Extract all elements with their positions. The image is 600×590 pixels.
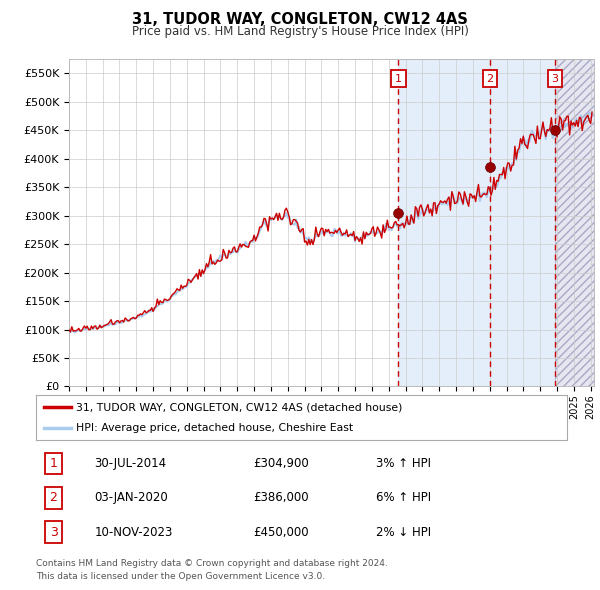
Text: 6% ↑ HPI: 6% ↑ HPI: [376, 491, 431, 504]
Bar: [554, 59, 594, 386]
Text: 30-JUL-2014: 30-JUL-2014: [94, 457, 167, 470]
Text: £450,000: £450,000: [254, 526, 310, 539]
Point: [394, 208, 403, 218]
Text: 3: 3: [551, 74, 558, 84]
Point: [485, 162, 494, 171]
Text: 03-JAN-2020: 03-JAN-2020: [94, 491, 168, 504]
Text: 31, TUDOR WAY, CONGLETON, CW12 4AS (detached house): 31, TUDOR WAY, CONGLETON, CW12 4AS (deta…: [76, 402, 402, 412]
Text: 2: 2: [50, 491, 58, 504]
Text: Price paid vs. HM Land Registry's House Price Index (HPI): Price paid vs. HM Land Registry's House …: [131, 25, 469, 38]
Text: 2: 2: [486, 74, 493, 84]
Text: 10-NOV-2023: 10-NOV-2023: [94, 526, 173, 539]
Text: 2% ↓ HPI: 2% ↓ HPI: [376, 526, 431, 539]
Text: 3: 3: [50, 526, 58, 539]
Text: Contains HM Land Registry data © Crown copyright and database right 2024.: Contains HM Land Registry data © Crown c…: [36, 559, 388, 568]
Text: This data is licensed under the Open Government Licence v3.0.: This data is licensed under the Open Gov…: [36, 572, 325, 581]
Bar: [398, 59, 554, 386]
Point: [550, 126, 559, 135]
Text: £304,900: £304,900: [254, 457, 310, 470]
Text: 1: 1: [395, 74, 402, 84]
Text: 3% ↑ HPI: 3% ↑ HPI: [376, 457, 431, 470]
Text: HPI: Average price, detached house, Cheshire East: HPI: Average price, detached house, Ches…: [76, 422, 353, 432]
Text: 1: 1: [50, 457, 58, 470]
Text: £386,000: £386,000: [254, 491, 310, 504]
Text: 31, TUDOR WAY, CONGLETON, CW12 4AS: 31, TUDOR WAY, CONGLETON, CW12 4AS: [132, 12, 468, 27]
